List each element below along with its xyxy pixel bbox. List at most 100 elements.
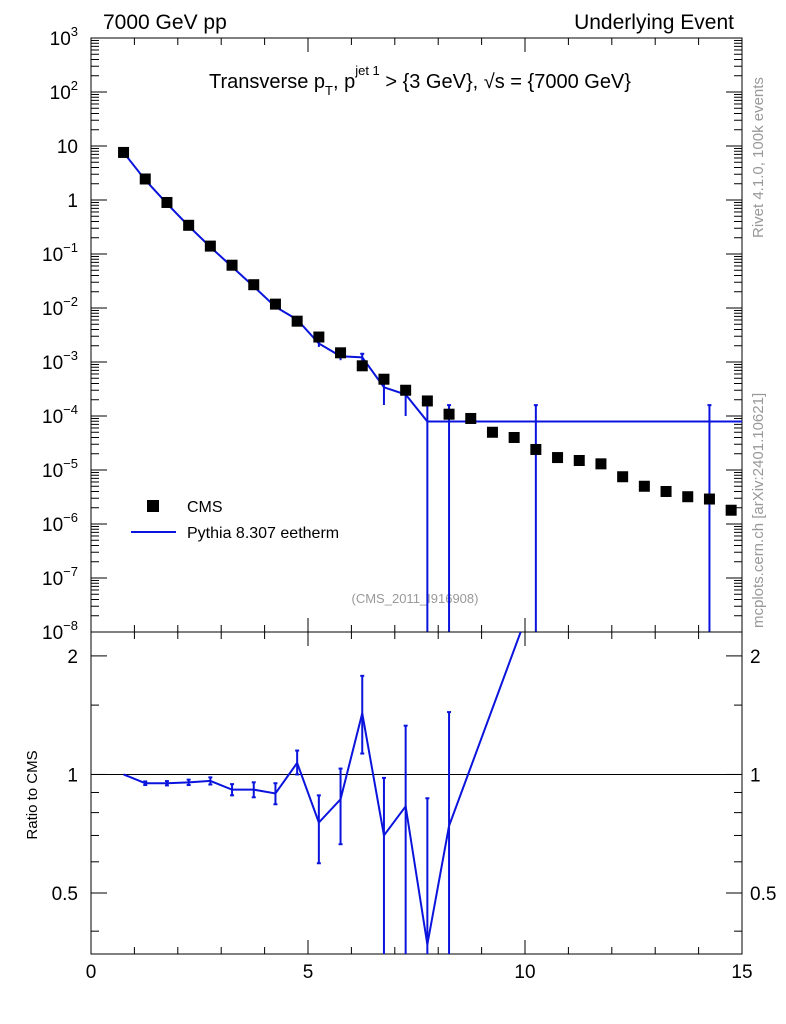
rivet-label: Rivet 4.1.0, 100k events [750,77,767,238]
legend: CMS Pythia 8.307 eetherm [131,499,339,542]
title-s-eq: s = {7000 GeV} [495,71,632,93]
main-y-tick-label: 10−2 [42,294,78,320]
main-y-tick-label: 102 [50,78,78,104]
ratio-y-tick-label-right: 0.5 [750,884,776,905]
cms-data-point [465,412,477,424]
ratio-y-label: Ratio to CMS [24,750,41,839]
main-y-tick-label: 1 [67,191,78,212]
cms-data-point [183,219,195,231]
title-cut: > {3 GeV}, [380,71,484,93]
main-y-tick-label: 103 [50,24,78,50]
main-y-tick-exponent: −7 [63,564,78,579]
cms-data-point [552,452,564,464]
title-sqrt: √ [484,71,495,93]
cms-data-point [421,395,433,407]
ratio-y-tick-label-right: 2 [750,647,761,668]
x-tick-labels: 0 5 10 15 [86,962,753,983]
main-y-tick-mantissa: 10 [57,137,78,158]
main-y-tick-labels: 10310210110−110−210−310−410−510−610−710−… [42,24,78,644]
legend-label-cms: CMS [187,499,223,516]
main-frame [90,37,743,633]
legend-marker-cms [147,500,159,512]
ratio-frame [90,631,743,955]
main-y-tick-exponent: −1 [63,240,78,255]
title-sub-t: T [325,83,333,98]
data-series [118,146,737,516]
ratio-y-tick-labels: 0.5 0.5 1 1 2 2 [52,647,777,905]
cms-data-point [226,259,238,271]
main-y-tick-label: 10 [57,137,78,158]
chart-title: Transverse pT, pjet 1 > {3 GeV}, √s = {7… [209,63,631,98]
cms-data-point [638,480,650,492]
main-y-tick-exponent: −6 [63,510,78,525]
ratio-line [123,632,522,945]
analysis-watermark: (CMS_2011_I916908) [352,591,479,606]
cms-data-point [356,360,368,372]
cms-data-point [443,408,455,420]
cms-data-point [204,240,216,252]
title-prefix: Transverse p [209,71,325,93]
ratio-y-tick-label: 2 [67,647,78,668]
main-y-tick-label: 10−4 [42,402,78,428]
mc-line [122,151,742,423]
main-y-tick-mantissa: 10 [42,299,63,320]
x-tick-label: 5 [303,962,314,983]
title-sup-jet: jet 1 [354,63,380,78]
cms-data-point [660,485,672,497]
main-y-tick-mantissa: 10 [42,569,63,590]
main-y-tick-mantissa: 1 [67,191,78,212]
main-y-tick-label: 10−3 [42,348,78,374]
cms-data-point [703,493,715,505]
cms-data-point [573,454,585,466]
title-sep: , p [333,71,355,93]
legend-label-pythia: Pythia 8.307 eetherm [187,525,339,542]
main-y-tick-label: 10−8 [42,618,78,644]
cms-data-point [378,373,390,385]
cms-data-point [486,426,498,438]
cms-data-point [118,146,130,158]
main-y-tick-mantissa: 10 [42,245,63,266]
cms-data-point [139,173,151,185]
ratio-y-tick-label-right: 1 [750,765,761,786]
cms-data-point [335,347,347,359]
main-y-tick-mantissa: 10 [42,461,63,482]
cms-data-point [400,384,412,396]
main-y-tick-mantissa: 10 [42,623,63,644]
x-tick-label: 15 [731,962,752,983]
header-right: Underlying Event [574,11,734,34]
cms-data-point [725,504,737,516]
cms-data-point [508,431,520,443]
cms-data-point [682,491,694,503]
mcplots-label: mcplots.cern.ch [arXiv:2401.10621] [750,393,767,628]
main-y-tick-exponent: −4 [63,402,78,417]
header-left: 7000 GeV pp [103,11,227,34]
main-y-tick-exponent: −8 [63,618,78,633]
main-axis-ticks [90,37,743,633]
mc-series [122,151,742,632]
cms-data-point [530,443,542,455]
cms-data-point [161,196,173,208]
cms-data-point [617,471,629,483]
cms-data-point [313,331,325,343]
ratio-axis-ticks [90,632,743,954]
main-y-tick-exponent: 2 [71,78,78,93]
main-y-tick-exponent: −2 [63,294,78,309]
cms-data-point [269,298,281,310]
main-y-tick-mantissa: 10 [42,407,63,428]
main-y-tick-exponent: −3 [63,348,78,363]
main-panel: 10310210110−110−210−310−410−510−610−710−… [42,24,743,644]
x-tick-label: 10 [514,962,535,983]
cms-data-point [248,279,260,291]
main-y-tick-mantissa: 10 [42,353,63,374]
main-y-tick-label: 10−7 [42,564,78,590]
main-y-tick-mantissa: 10 [50,29,71,50]
x-tick-label: 0 [86,962,97,983]
ratio-panel: 0.5 0.5 1 1 2 2 0 5 10 15 Ratio to CMS [24,631,777,983]
main-y-tick-exponent: −5 [63,456,78,471]
main-y-tick-label: 10−5 [42,456,78,482]
main-y-tick-mantissa: 10 [50,83,71,104]
ratio-y-tick-label: 1 [67,765,78,786]
main-y-tick-exponent: 3 [71,24,78,39]
ratio-y-tick-label: 0.5 [52,884,78,905]
